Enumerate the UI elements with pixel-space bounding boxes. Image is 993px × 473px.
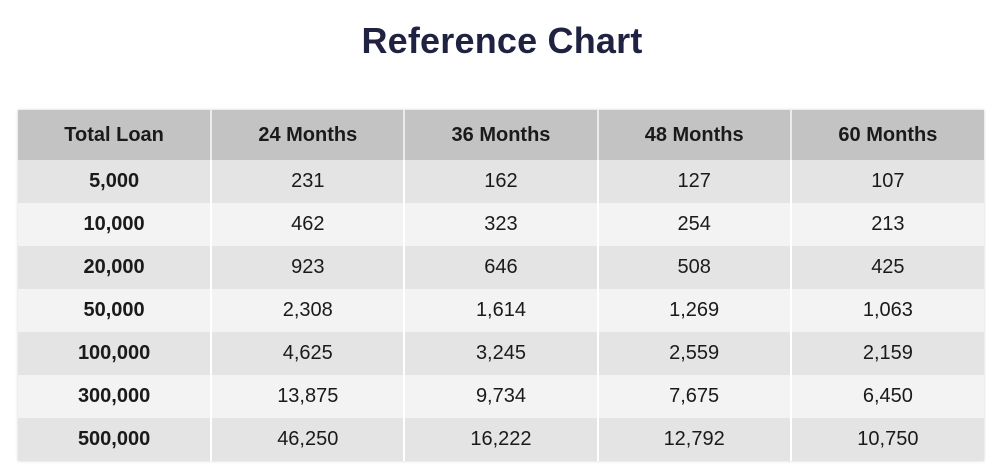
payment-cell: 254 [596, 203, 791, 246]
payment-cell: 7,675 [596, 375, 791, 418]
header-24-months: 24 Months [210, 110, 405, 160]
payment-cell: 1,063 [789, 289, 984, 332]
table-header-row: Total Loan 24 Months 36 Months 48 Months… [18, 110, 984, 160]
payment-cell: 923 [210, 246, 405, 289]
payment-cell: 2,559 [596, 332, 791, 375]
loan-amount-cell: 500,000 [18, 418, 212, 461]
payment-cell: 16,222 [403, 418, 598, 461]
payment-cell: 9,734 [403, 375, 598, 418]
payment-cell: 213 [789, 203, 984, 246]
payment-cell: 13,875 [210, 375, 405, 418]
payment-cell: 162 [403, 160, 598, 203]
payment-cell: 462 [210, 203, 405, 246]
table-row: 500,000 46,250 16,222 12,792 10,750 [18, 418, 984, 461]
loan-amount-cell: 50,000 [18, 289, 212, 332]
payment-cell: 10,750 [789, 418, 984, 461]
header-60-months: 60 Months [789, 110, 984, 160]
loan-amount-cell: 20,000 [18, 246, 212, 289]
payment-cell: 6,450 [789, 375, 984, 418]
loan-amount-cell: 300,000 [18, 375, 212, 418]
header-total-loan: Total Loan [18, 110, 212, 160]
payment-cell: 2,308 [210, 289, 405, 332]
payment-cell: 2,159 [789, 332, 984, 375]
table-row: 100,000 4,625 3,245 2,559 2,159 [18, 332, 984, 375]
table-row: 10,000 462 323 254 213 [18, 203, 984, 246]
payment-cell: 4,625 [210, 332, 405, 375]
loan-amount-cell: 5,000 [18, 160, 212, 203]
payment-cell: 1,269 [596, 289, 791, 332]
payment-cell: 107 [789, 160, 984, 203]
header-48-months: 48 Months [596, 110, 791, 160]
loan-amount-cell: 100,000 [18, 332, 212, 375]
payment-cell: 508 [596, 246, 791, 289]
table-row: 300,000 13,875 9,734 7,675 6,450 [18, 375, 984, 418]
payment-cell: 127 [596, 160, 791, 203]
payment-cell: 323 [403, 203, 598, 246]
header-36-months: 36 Months [403, 110, 598, 160]
payment-cell: 12,792 [596, 418, 791, 461]
loan-table: Total Loan 24 Months 36 Months 48 Months… [18, 110, 984, 461]
reference-table: Total Loan 24 Months 36 Months 48 Months… [18, 110, 984, 461]
payment-cell: 46,250 [210, 418, 405, 461]
table-row: 20,000 923 646 508 425 [18, 246, 984, 289]
payment-cell: 425 [789, 246, 984, 289]
table-row: 50,000 2,308 1,614 1,269 1,063 [18, 289, 984, 332]
payment-cell: 231 [210, 160, 405, 203]
table-row: 5,000 231 162 127 107 [18, 160, 984, 203]
page-title: Reference Chart [361, 20, 643, 61]
payment-cell: 3,245 [403, 332, 598, 375]
loan-amount-cell: 10,000 [18, 203, 212, 246]
payment-cell: 646 [403, 246, 598, 289]
payment-cell: 1,614 [403, 289, 598, 332]
